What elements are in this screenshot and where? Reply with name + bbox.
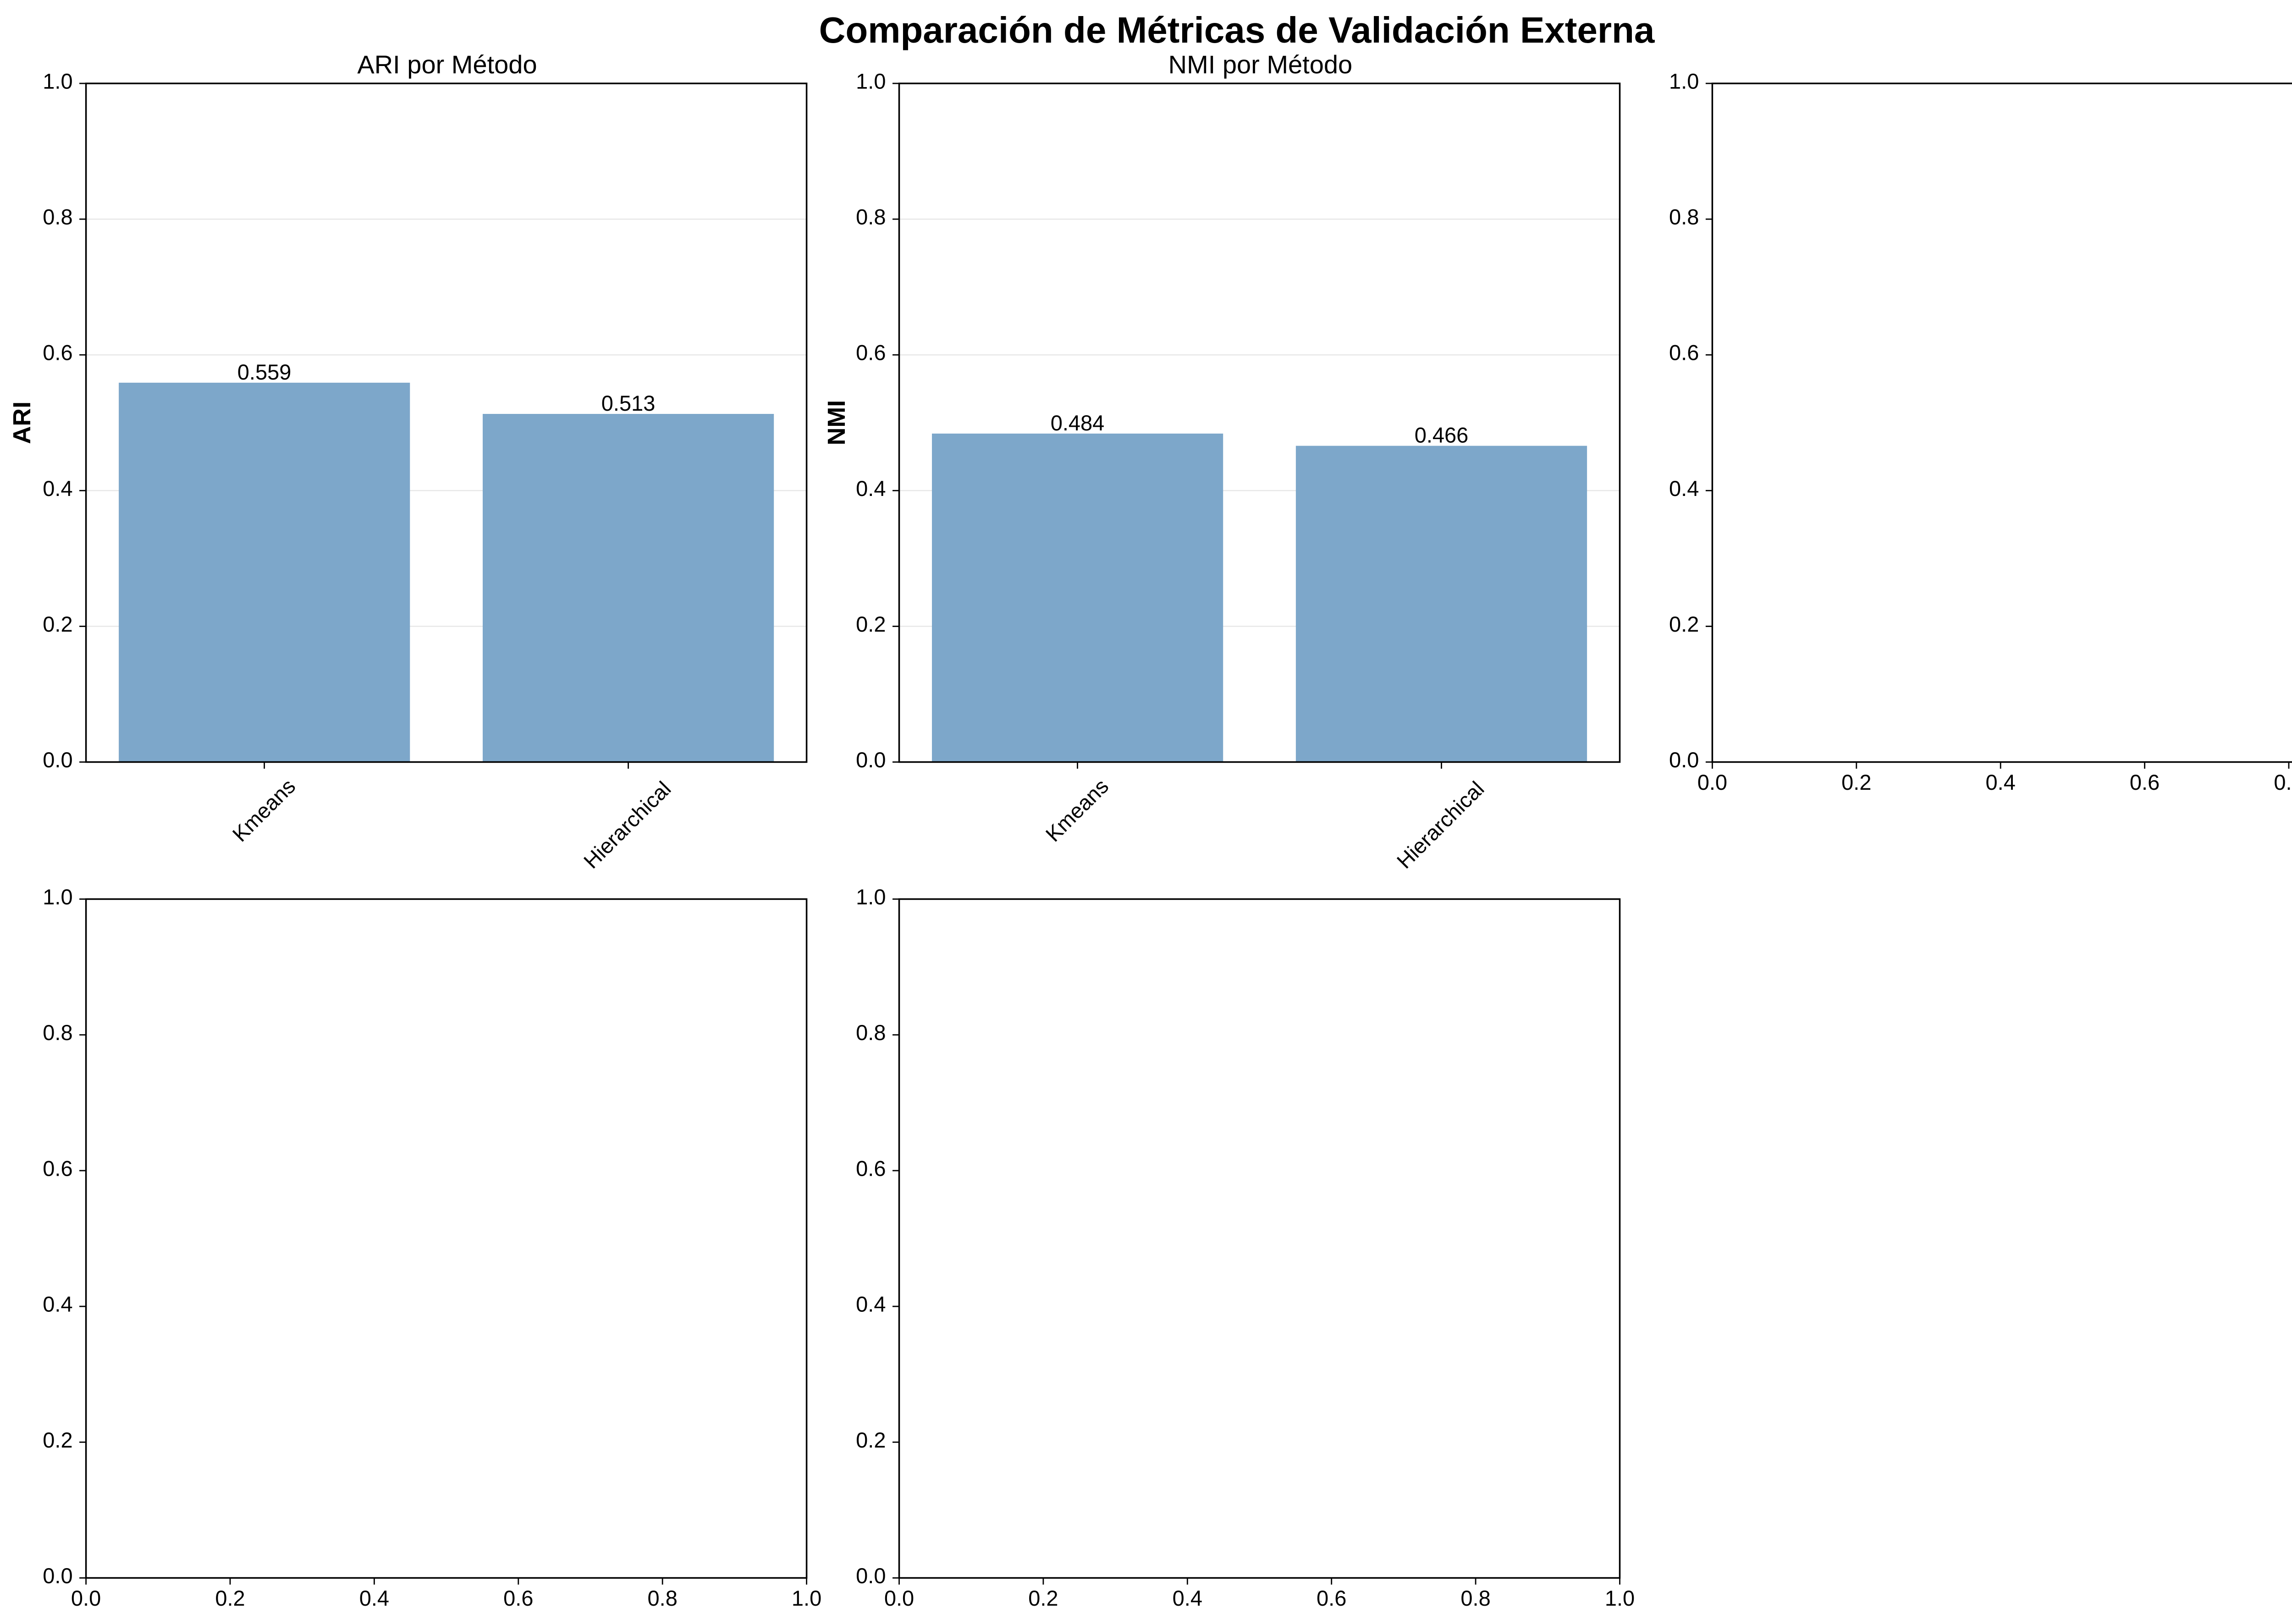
svg-text:0.0: 0.0 — [856, 748, 886, 772]
svg-text:0.2: 0.2 — [1028, 1586, 1058, 1610]
svg-text:1.0: 1.0 — [792, 1586, 821, 1610]
svg-text:0.4: 0.4 — [1986, 770, 2016, 794]
svg-text:0.0: 0.0 — [71, 1586, 101, 1610]
svg-text:0.2: 0.2 — [1841, 770, 1871, 794]
svg-text:0.8: 0.8 — [856, 1020, 886, 1045]
svg-text:0.2: 0.2 — [215, 1586, 245, 1610]
svg-text:0.8: 0.8 — [2274, 770, 2292, 794]
svg-text:0.4: 0.4 — [43, 1292, 72, 1316]
svg-text:1.0: 1.0 — [43, 69, 72, 94]
svg-text:NMI por Método: NMI por Método — [1168, 50, 1353, 79]
svg-text:0.8: 0.8 — [1669, 205, 1699, 229]
svg-text:0.4: 0.4 — [359, 1586, 389, 1610]
svg-text:0.0: 0.0 — [856, 1563, 886, 1588]
svg-text:0.6: 0.6 — [43, 1156, 72, 1180]
svg-text:0.2: 0.2 — [856, 1428, 886, 1452]
svg-text:0.2: 0.2 — [1669, 612, 1699, 636]
svg-text:0.6: 0.6 — [856, 341, 886, 365]
svg-text:0.6: 0.6 — [1317, 1586, 1346, 1610]
svg-text:0.0: 0.0 — [884, 1586, 914, 1610]
svg-text:0.466: 0.466 — [1415, 423, 1469, 447]
svg-text:0.0: 0.0 — [43, 1563, 72, 1588]
svg-text:1.0: 1.0 — [856, 885, 886, 909]
svg-text:1.0: 1.0 — [43, 885, 72, 909]
svg-text:0.6: 0.6 — [1669, 341, 1699, 365]
svg-text:1.0: 1.0 — [1605, 1586, 1635, 1610]
svg-text:NMI: NMI — [823, 400, 850, 446]
svg-text:0.0: 0.0 — [43, 748, 72, 772]
svg-text:0.6: 0.6 — [503, 1586, 533, 1610]
svg-text:0.4: 0.4 — [856, 1292, 886, 1316]
svg-text:0.2: 0.2 — [43, 612, 72, 636]
svg-text:0.2: 0.2 — [43, 1428, 72, 1452]
svg-text:0.484: 0.484 — [1051, 411, 1105, 435]
svg-text:0.4: 0.4 — [856, 476, 886, 501]
svg-text:0.4: 0.4 — [1173, 1586, 1202, 1610]
svg-text:0.0: 0.0 — [1697, 770, 1727, 794]
svg-text:0.2: 0.2 — [856, 612, 886, 636]
svg-text:0.6: 0.6 — [2130, 770, 2160, 794]
svg-text:0.8: 0.8 — [1460, 1586, 1490, 1610]
svg-text:0.8: 0.8 — [43, 205, 72, 229]
svg-text:0.8: 0.8 — [43, 1020, 72, 1045]
svg-text:0.6: 0.6 — [43, 341, 72, 365]
svg-text:0.8: 0.8 — [648, 1586, 678, 1610]
svg-text:1.0: 1.0 — [856, 69, 886, 94]
svg-text:0.0: 0.0 — [1669, 748, 1699, 772]
svg-text:0.8: 0.8 — [856, 205, 886, 229]
svg-text:ARI: ARI — [8, 402, 36, 444]
svg-text:0.4: 0.4 — [1669, 476, 1699, 501]
svg-text:0.6: 0.6 — [856, 1156, 886, 1180]
svg-text:Comparación de Métricas de Val: Comparación de Métricas de Validación Ex… — [819, 10, 1655, 50]
svg-text:0.559: 0.559 — [237, 360, 292, 384]
svg-text:0.4: 0.4 — [43, 476, 72, 501]
svg-text:0.513: 0.513 — [601, 391, 656, 415]
svg-text:1.0: 1.0 — [1669, 69, 1699, 94]
svg-text:ARI por Método: ARI por Método — [357, 50, 537, 79]
